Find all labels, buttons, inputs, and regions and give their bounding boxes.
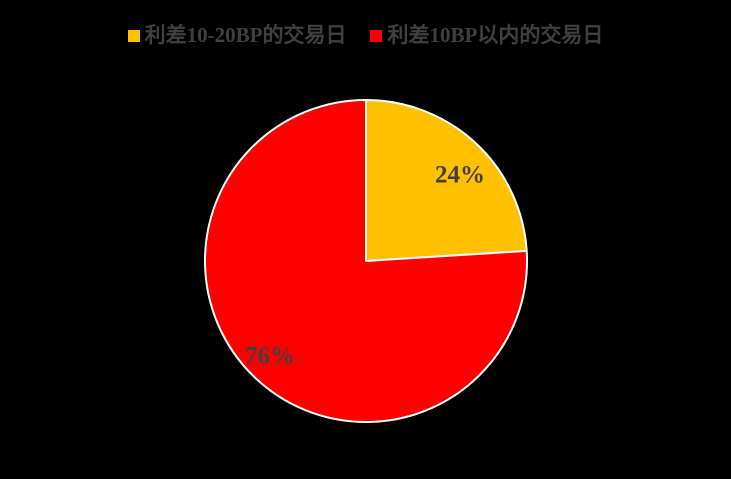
legend-item-label: 利差10BP以内的交易日 [387, 23, 604, 47]
pie-svg: 24% 76% [203, 99, 528, 423]
pie-slice-spread-10-20bp[interactable] [365, 99, 528, 262]
pie-slice-spread-within-10bp[interactable] [203, 99, 528, 423]
pie-plot-area: 24% 76% [0, 54, 731, 479]
chart-legend: 利差10-20BP的交易日 利差10BP以内的交易日 [0, 16, 731, 54]
square-marker-icon [127, 30, 140, 42]
square-marker-icon [370, 30, 383, 42]
legend-item-spread-within-10bp[interactable]: 利差10BP以内的交易日 [370, 22, 603, 48]
pie-slice-value-label: 24% [435, 162, 485, 189]
legend-item-label: 利差10-20BP的交易日 [144, 23, 347, 47]
legend-item-spread-10-20bp[interactable]: 利差10-20BP的交易日 [127, 22, 347, 48]
pie-slice-value-label: 76% [245, 343, 295, 370]
